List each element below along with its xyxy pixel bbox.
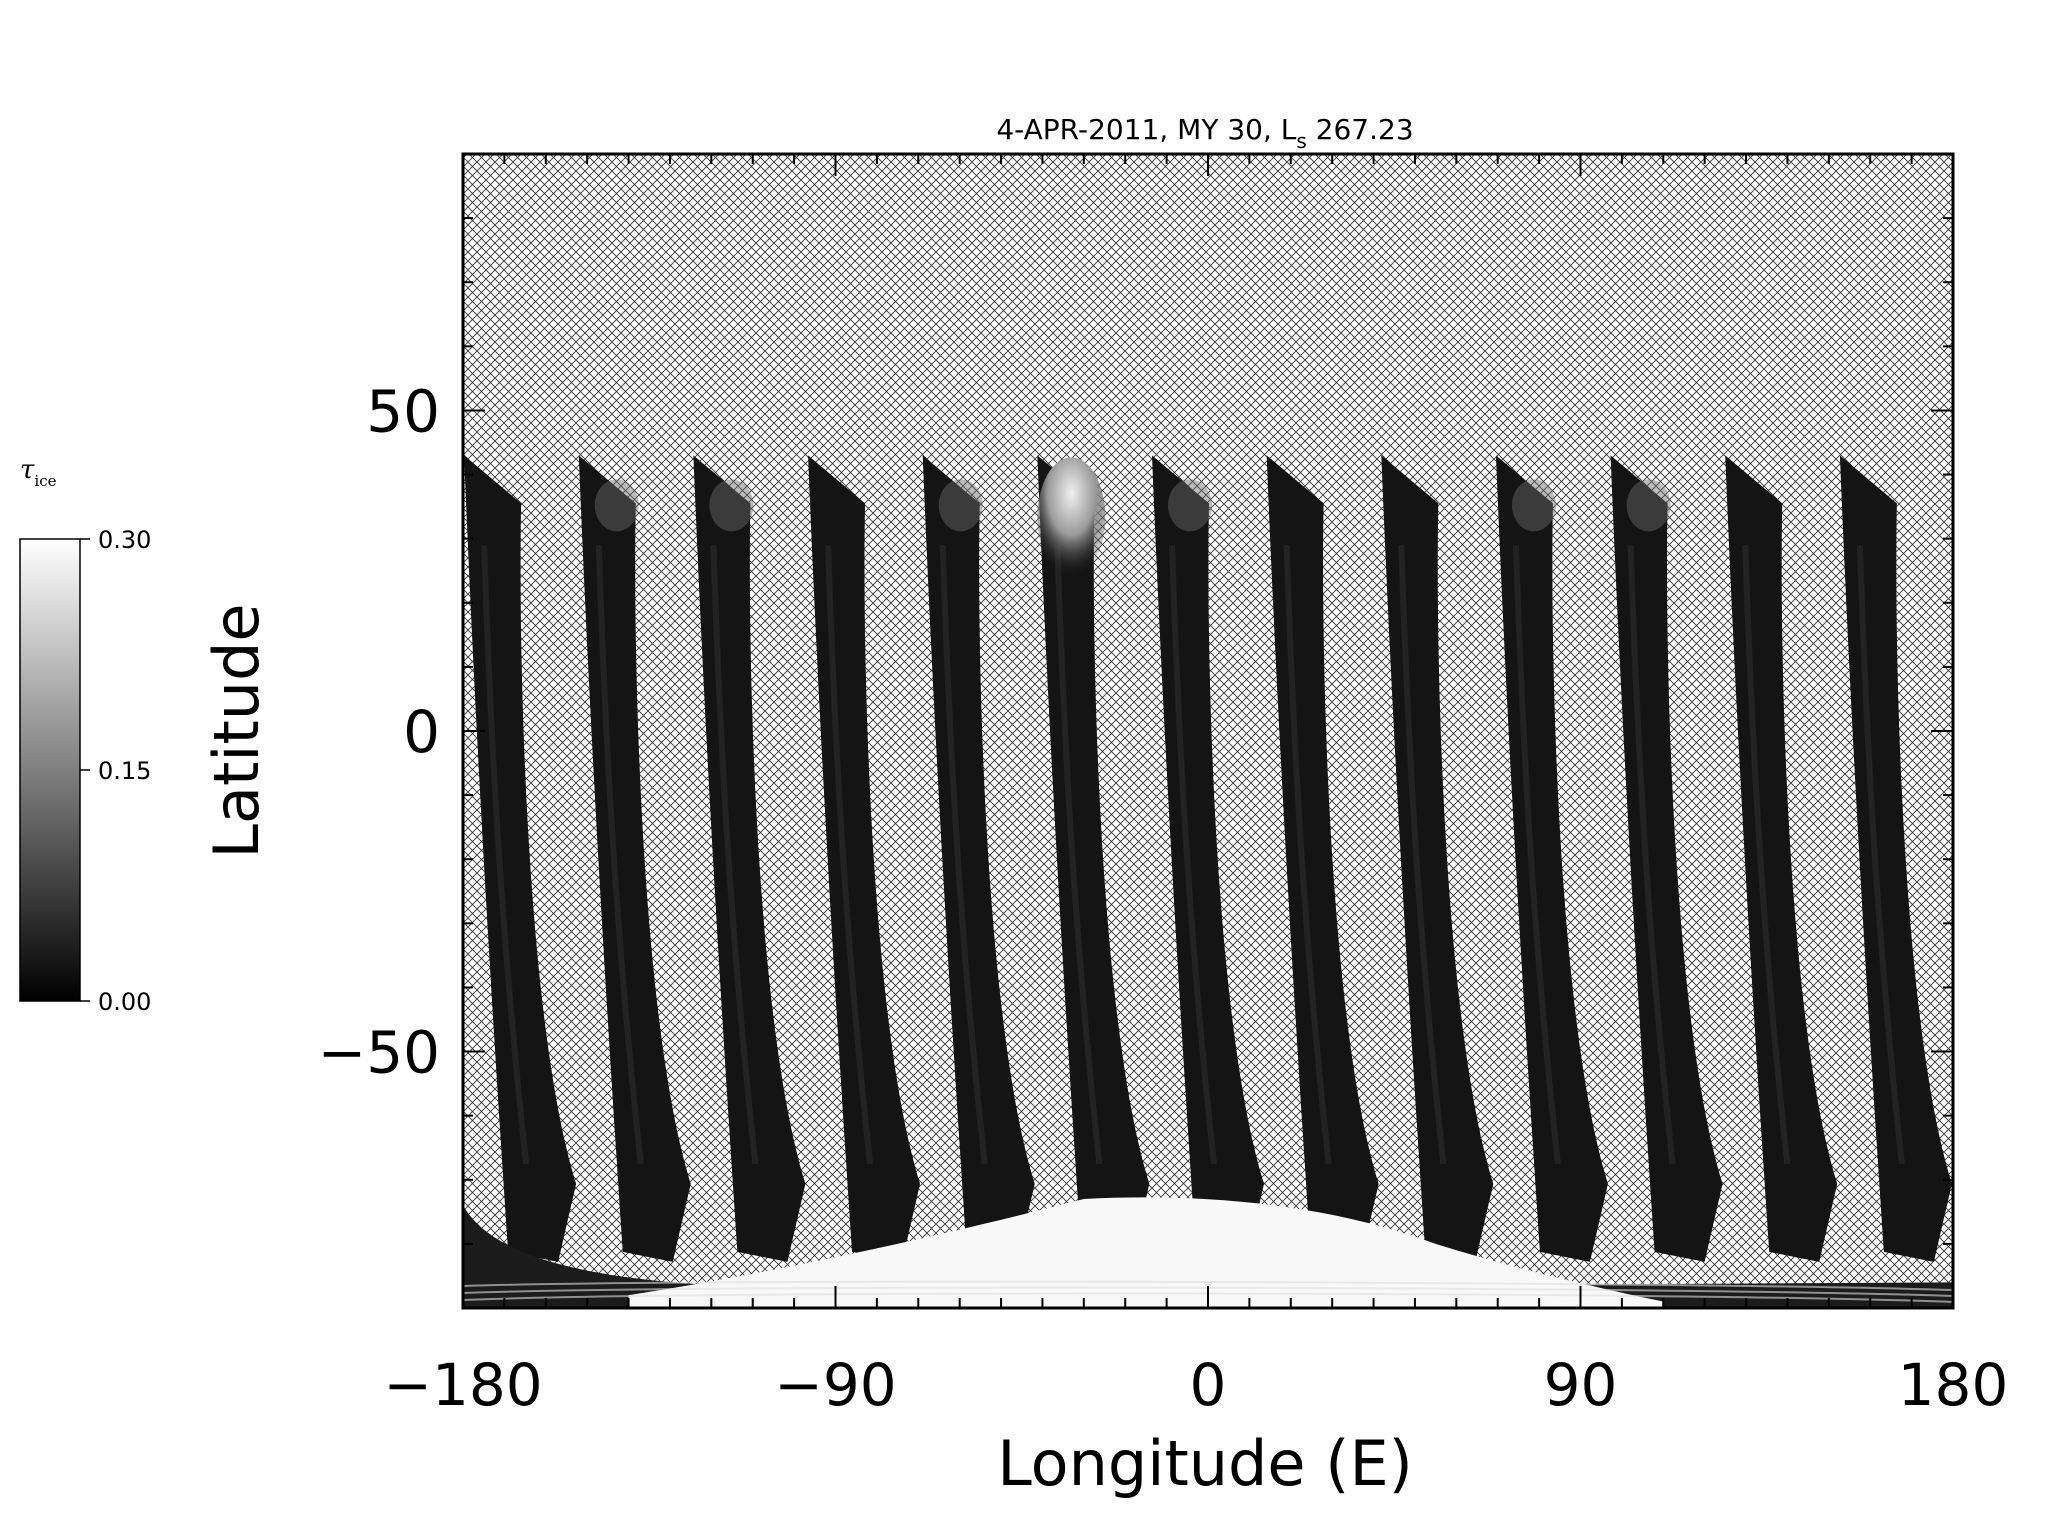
colorbar bbox=[19, 538, 81, 1002]
swath-texture-2 bbox=[595, 545, 644, 1165]
ice-patch-3 bbox=[938, 479, 983, 532]
swath-texture-7 bbox=[1168, 545, 1217, 1165]
swath-13 bbox=[1839, 455, 1952, 1262]
swath-11 bbox=[1610, 455, 1723, 1262]
y-axis-label: Latitude bbox=[200, 603, 273, 858]
swath-texture-1 bbox=[481, 545, 530, 1165]
colorbar-label: τice bbox=[20, 455, 57, 490]
y-tick-label: 0 bbox=[403, 698, 440, 766]
x-tick-label: −180 bbox=[383, 1351, 542, 1419]
ice-patch-6 bbox=[1626, 479, 1671, 532]
swath-12 bbox=[1725, 455, 1838, 1262]
swath-texture-3 bbox=[710, 545, 759, 1165]
swath-texture-9 bbox=[1398, 545, 1447, 1165]
swath-texture-10 bbox=[1512, 545, 1561, 1165]
swath-1 bbox=[464, 455, 577, 1262]
swath-7 bbox=[1151, 455, 1264, 1262]
chart-title: 4-APR-2011, MY 30, Ls 267.23 bbox=[996, 113, 1413, 153]
swath-3 bbox=[693, 455, 806, 1262]
colorbar-tick-label: 0.15 bbox=[98, 757, 151, 785]
swath-6 bbox=[1037, 455, 1150, 1262]
x-tick-label: 90 bbox=[1544, 1351, 1618, 1419]
swath-texture-11 bbox=[1627, 545, 1676, 1165]
swath-texture-12 bbox=[1742, 545, 1791, 1165]
colorbar-tick-label: 0.00 bbox=[98, 988, 151, 1016]
ice-patch-4 bbox=[1167, 479, 1212, 532]
swath-2 bbox=[578, 455, 691, 1262]
colorbar-tick-label: 0.30 bbox=[98, 526, 151, 554]
x-tick-label: 180 bbox=[1898, 1351, 2009, 1419]
bright-ice-region bbox=[1037, 457, 1106, 578]
swath-9 bbox=[1381, 455, 1494, 1262]
ice-patch-2 bbox=[709, 479, 754, 532]
x-axis-label: Longitude (E) bbox=[997, 1427, 1413, 1500]
swath-8 bbox=[1266, 455, 1379, 1262]
swath-texture-8 bbox=[1283, 545, 1332, 1165]
swath-4 bbox=[808, 455, 921, 1262]
x-tick-label: −90 bbox=[774, 1351, 896, 1419]
polar-cap bbox=[628, 1197, 1664, 1308]
y-tick-label: −50 bbox=[318, 1019, 440, 1087]
swath-texture-6 bbox=[1054, 545, 1103, 1165]
ice-patch-1 bbox=[594, 479, 639, 532]
y-tick-label: 50 bbox=[366, 377, 440, 445]
polar-streak-1 bbox=[463, 1280, 1953, 1291]
swath-texture-4 bbox=[825, 545, 874, 1165]
swath-texture-13 bbox=[1856, 545, 1905, 1165]
swath-10 bbox=[1495, 455, 1608, 1262]
swath-5 bbox=[922, 455, 1035, 1262]
swath-texture-5 bbox=[939, 545, 988, 1165]
x-tick-label: 0 bbox=[1190, 1351, 1227, 1419]
ice-patch-5 bbox=[1511, 479, 1556, 532]
